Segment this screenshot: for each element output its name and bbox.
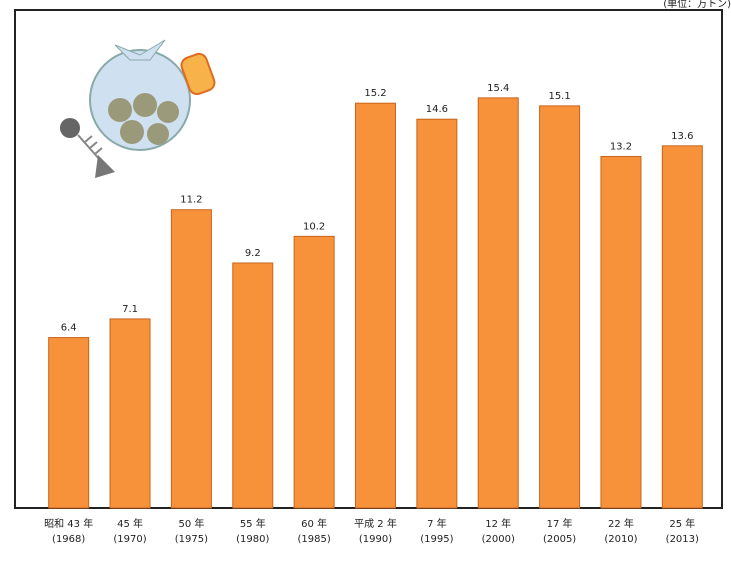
- x-tick-label: 50 年: [178, 517, 204, 530]
- x-tick-year: (2005): [543, 534, 576, 545]
- value-label: 15.2: [364, 88, 386, 99]
- value-label: 13.2: [610, 141, 632, 152]
- value-label: 10.2: [303, 221, 325, 232]
- bar: [293, 235, 335, 509]
- value-label: 9.2: [245, 248, 261, 259]
- x-tick-label: 25 年: [669, 517, 695, 530]
- bar: [48, 337, 90, 509]
- bar: [109, 318, 151, 509]
- x-tick-year: (1980): [236, 534, 269, 545]
- x-tick-label: 平成 2 年: [354, 517, 397, 530]
- x-tick-label: 昭和 43 年: [44, 517, 93, 530]
- x-tick-year: (1970): [113, 534, 146, 545]
- value-label: 14.6: [426, 104, 448, 115]
- value-label: 6.4: [61, 323, 77, 334]
- bar: [477, 97, 519, 509]
- bar: [416, 118, 458, 509]
- value-label: 11.2: [180, 195, 202, 206]
- value-label: 15.4: [487, 83, 509, 94]
- bar: [170, 209, 212, 509]
- x-tick-year: (1985): [298, 534, 331, 545]
- bar: [355, 102, 396, 509]
- bar: [661, 145, 703, 509]
- x-tick-label: 12 年: [485, 517, 511, 530]
- x-tick-label: 45 年: [117, 517, 143, 530]
- illustration: [60, 39, 216, 178]
- x-tick-label: 60 年: [301, 517, 327, 530]
- x-tick-label: 7 年: [427, 517, 447, 530]
- bar: [600, 155, 642, 509]
- unit-label: (単位：万トン): [663, 0, 731, 10]
- x-tick-year: (1975): [175, 534, 208, 545]
- x-tick-year: (1990): [359, 534, 392, 545]
- x-tick-year: (2010): [604, 534, 637, 545]
- bar: [232, 262, 274, 509]
- bar: [539, 105, 581, 509]
- value-label: 15.1: [548, 91, 570, 102]
- x-tick-year: (2013): [666, 534, 699, 545]
- x-tick-year: (1995): [420, 534, 453, 545]
- x-tick-label: 55 年: [240, 517, 266, 530]
- x-tick-year: (1968): [52, 534, 85, 545]
- value-label: 13.6: [671, 131, 693, 142]
- x-tick-year: (2000): [482, 534, 515, 545]
- value-label: 7.1: [122, 304, 138, 315]
- x-tick-label: 22 年: [608, 517, 634, 530]
- x-tick-label: 17 年: [547, 517, 573, 530]
